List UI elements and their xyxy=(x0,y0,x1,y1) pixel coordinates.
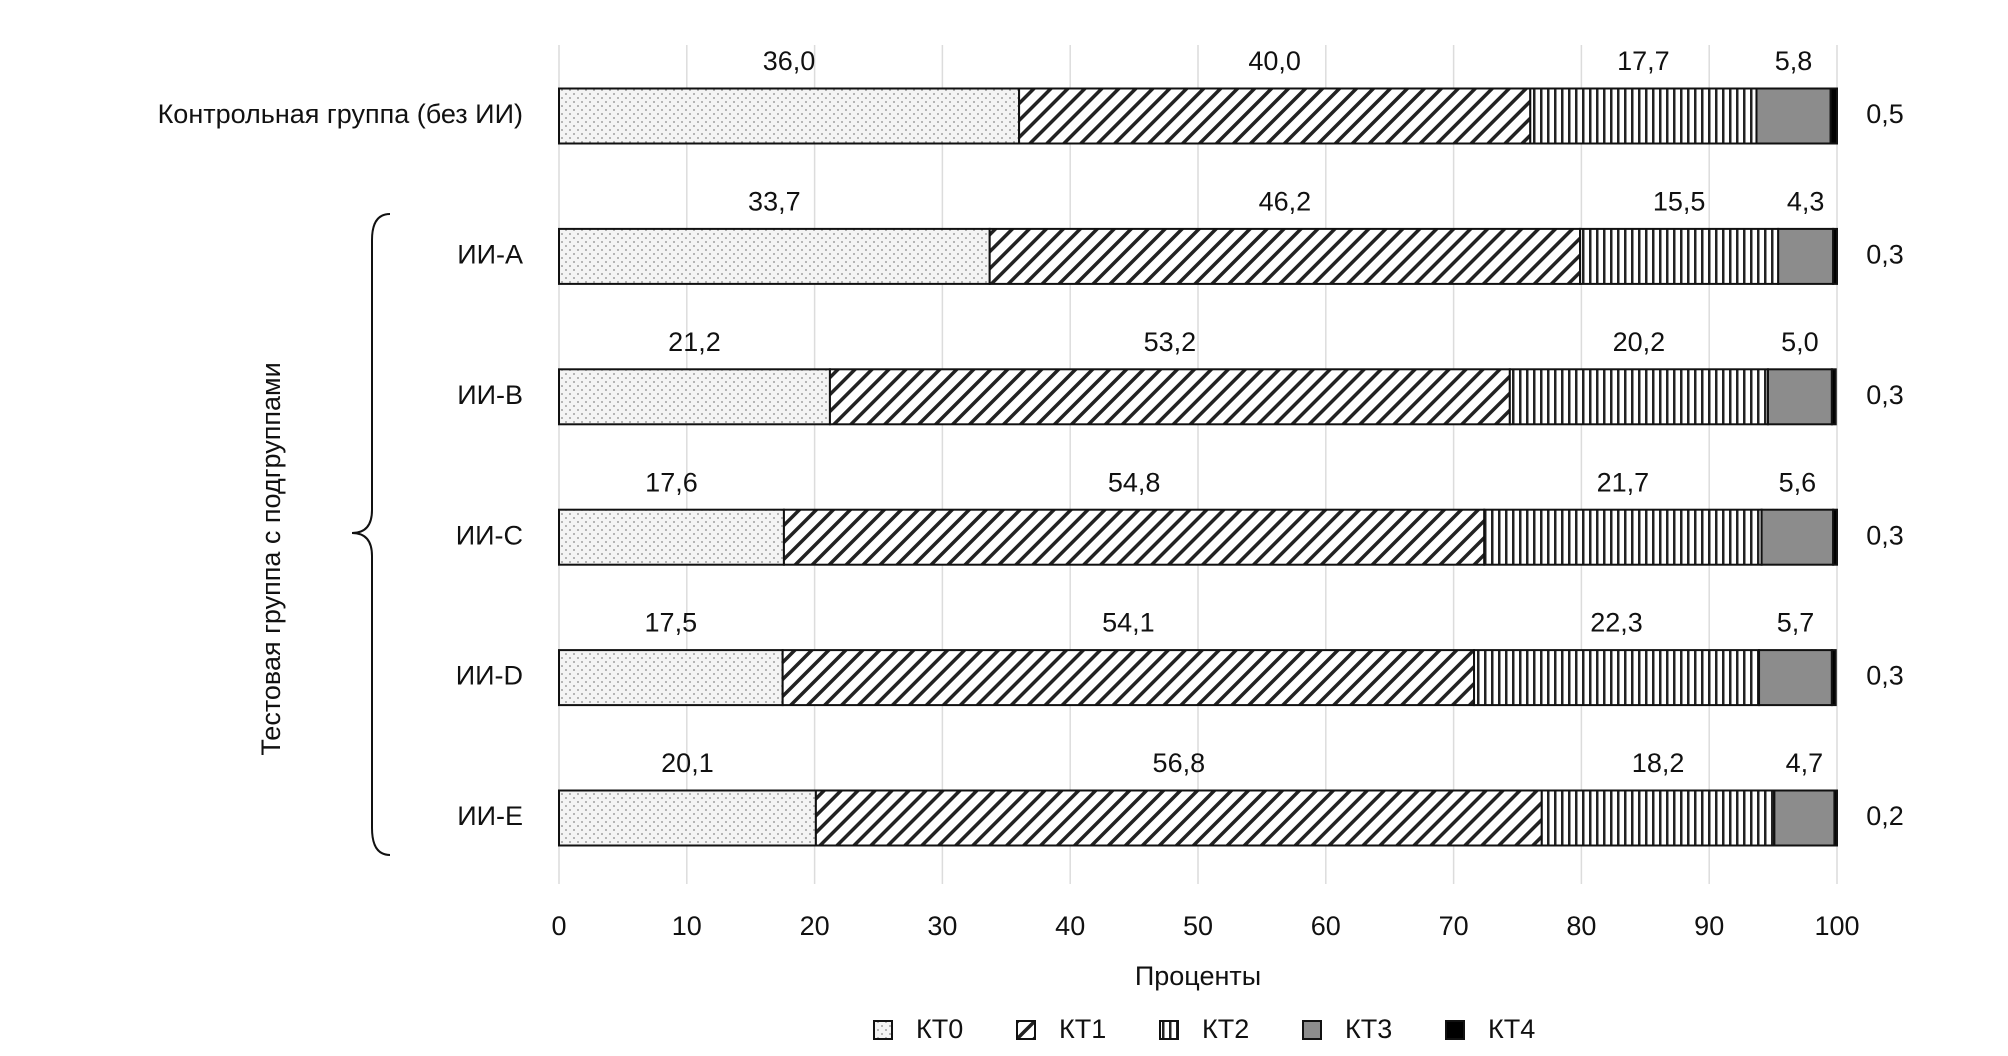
bar-segment xyxy=(828,368,1511,426)
value-label: 36,0 xyxy=(763,46,816,76)
value-label: 0,3 xyxy=(1866,240,1904,270)
value-label: 4,3 xyxy=(1787,187,1825,217)
bar-segment xyxy=(782,508,1486,566)
y-tick-label: ИИ-C xyxy=(456,520,523,550)
legend-swatch xyxy=(1159,1020,1179,1040)
x-tick-label: 80 xyxy=(1566,911,1596,941)
value-label: 20,2 xyxy=(1613,327,1666,357)
bar-segment xyxy=(1832,508,1839,566)
bar-segment xyxy=(558,508,785,566)
group-brace xyxy=(351,213,391,856)
x-tick-label: 50 xyxy=(1183,911,1213,941)
bar-segment xyxy=(1483,508,1763,566)
bar-segment xyxy=(558,789,817,847)
value-label: 54,1 xyxy=(1102,608,1155,638)
bar-segment xyxy=(1760,508,1835,566)
bar-segment xyxy=(988,227,1582,285)
value-label: 5,6 xyxy=(1779,467,1817,497)
x-tick-label: 100 xyxy=(1814,911,1859,941)
x-tick-label: 0 xyxy=(551,911,566,941)
value-label: 0,5 xyxy=(1866,99,1904,129)
legend-label: КТ3 xyxy=(1345,1014,1392,1044)
bar-segment xyxy=(558,87,1021,145)
x-tick-label: 90 xyxy=(1694,911,1724,941)
x-tick-label: 30 xyxy=(927,911,957,941)
value-label: 15,5 xyxy=(1653,187,1706,217)
bar-segment xyxy=(1473,649,1761,707)
value-label: 0,3 xyxy=(1866,380,1904,410)
x-axis-title: Проценты xyxy=(1135,961,1261,991)
bar-segment xyxy=(558,227,991,285)
value-label: 0,3 xyxy=(1866,520,1904,550)
value-label: 17,7 xyxy=(1617,46,1670,76)
bar-segment xyxy=(1777,227,1835,285)
bar-segment xyxy=(1833,789,1838,847)
value-label: 5,0 xyxy=(1781,327,1819,357)
value-label: 5,8 xyxy=(1775,46,1813,76)
bar-segment xyxy=(1758,649,1833,707)
bar-segment xyxy=(1508,368,1769,426)
legend-swatch xyxy=(1016,1020,1036,1040)
value-label: 21,7 xyxy=(1597,467,1650,497)
x-tick-label: 40 xyxy=(1055,911,1085,941)
value-label: 40,0 xyxy=(1248,46,1301,76)
bar-segment xyxy=(1755,87,1832,145)
y-tick-label: Контрольная группа (без ИИ) xyxy=(158,99,523,129)
bar-segment xyxy=(1832,227,1839,285)
legend-label: КТ4 xyxy=(1488,1014,1535,1044)
value-label: 0,3 xyxy=(1866,661,1904,691)
value-label: 4,7 xyxy=(1786,748,1824,778)
value-label: 22,3 xyxy=(1590,608,1643,638)
value-label: 20,1 xyxy=(661,748,714,778)
value-label: 0,2 xyxy=(1866,801,1904,831)
x-tick-label: 10 xyxy=(672,911,702,941)
legend-label: КТ1 xyxy=(1059,1014,1106,1044)
value-label: 53,2 xyxy=(1144,327,1197,357)
group-label: Тестовая группа с подгруппами xyxy=(256,362,286,755)
bar-segment xyxy=(814,789,1543,847)
bar-segment xyxy=(1830,368,1837,426)
x-tick-label: 20 xyxy=(800,911,830,941)
bar-segment xyxy=(558,649,784,707)
legend-label: КТ0 xyxy=(916,1014,963,1044)
bar-segment xyxy=(1018,87,1532,145)
legend-swatch xyxy=(1445,1020,1465,1040)
legend-swatch xyxy=(873,1020,893,1040)
value-label: 33,7 xyxy=(748,187,801,217)
bar-segment xyxy=(1529,87,1758,145)
value-label: 5,7 xyxy=(1777,608,1815,638)
x-tick-label: 70 xyxy=(1439,911,1469,941)
legend-label: КТ2 xyxy=(1202,1014,1249,1044)
bar-segment xyxy=(558,368,831,426)
value-label: 46,2 xyxy=(1259,187,1312,217)
bar-segment xyxy=(781,649,1476,707)
bar-segment xyxy=(1773,789,1836,847)
value-label: 18,2 xyxy=(1632,748,1685,778)
value-label: 17,6 xyxy=(645,467,698,497)
value-label: 21,2 xyxy=(668,327,721,357)
y-tick-label: ИИ-D xyxy=(456,661,523,691)
bar-segment xyxy=(1829,87,1838,145)
bar-segment xyxy=(1579,227,1780,285)
value-label: 56,8 xyxy=(1153,748,1206,778)
bar-segment xyxy=(1540,789,1776,847)
legend-swatch xyxy=(1302,1020,1322,1040)
y-tick-label: ИИ-B xyxy=(457,380,523,410)
y-tick-label: ИИ-A xyxy=(457,240,523,270)
x-tick-label: 60 xyxy=(1311,911,1341,941)
value-label: 54,8 xyxy=(1108,467,1161,497)
value-label: 17,5 xyxy=(645,608,698,638)
y-tick-label: ИИ-E xyxy=(457,801,523,831)
bar-segment xyxy=(1766,368,1833,426)
bar-segment xyxy=(1830,649,1837,707)
